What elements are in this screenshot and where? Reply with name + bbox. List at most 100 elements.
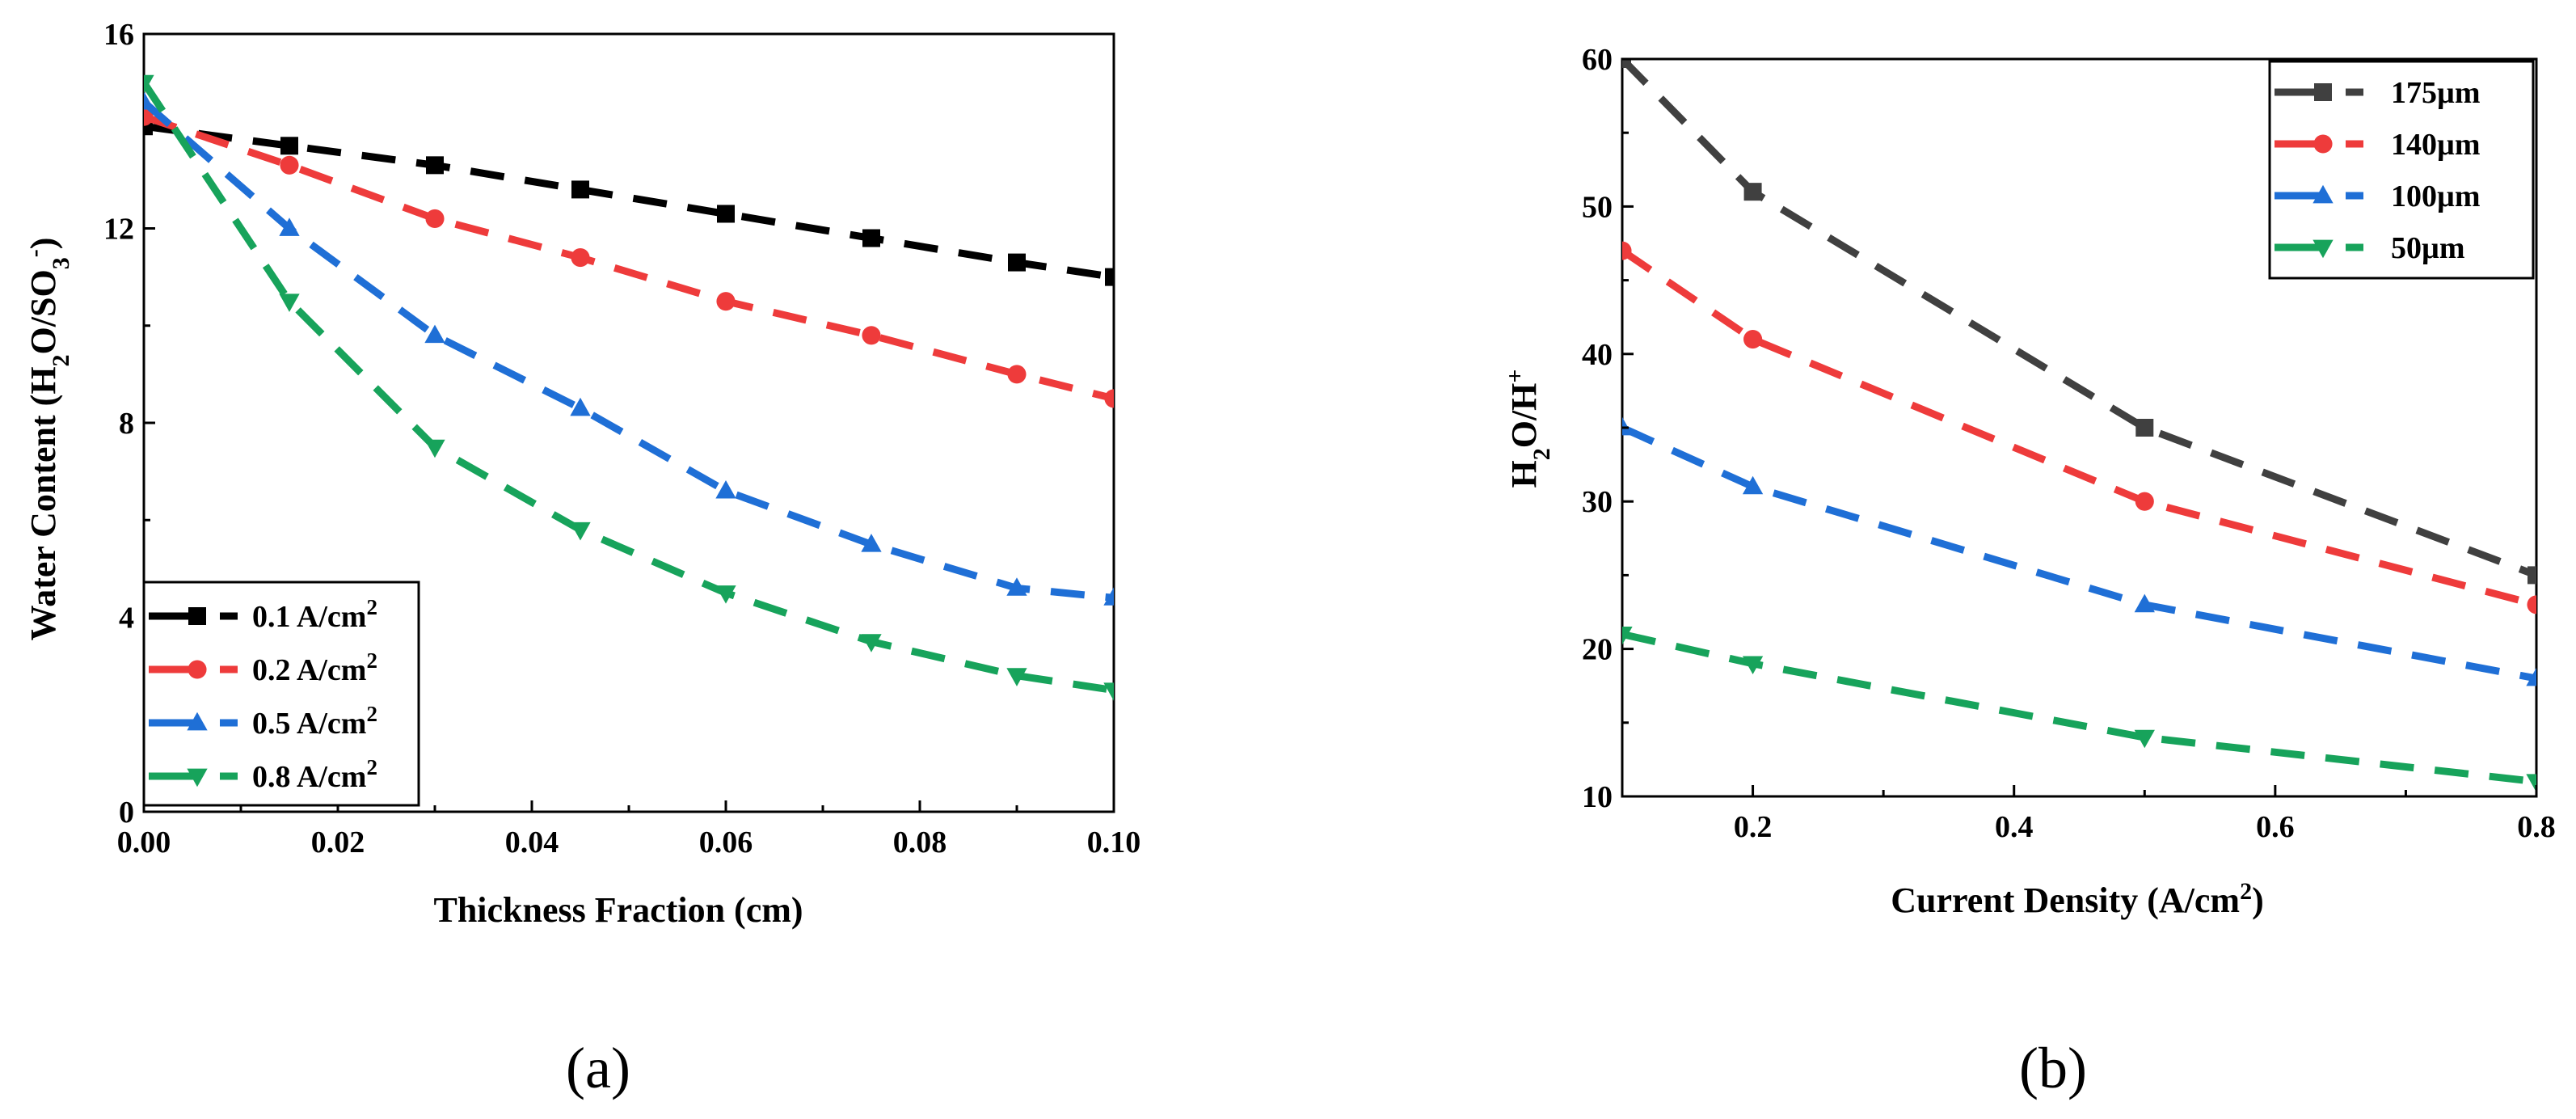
panel-b-y-tick-label: 20 xyxy=(1582,633,1613,667)
panel-a-legend-item: 0.1 A/cm2 xyxy=(149,595,377,634)
panel-a-series-line-1 xyxy=(144,112,1114,403)
panel-a-x-ticks: 0.00 0.02 0.04 0.06 0.08 0.10 xyxy=(117,800,1141,859)
panel-b-series-2 xyxy=(1622,416,2536,686)
panel-a-legend-item: 0.2 A/cm2 xyxy=(149,648,377,687)
panel-a-data-point xyxy=(144,117,153,136)
panel-b-data-point xyxy=(1622,59,1631,68)
panel-a-x-axis-title: Thickness Fraction (cm) xyxy=(433,890,803,930)
panel-b-data-point xyxy=(2526,774,2536,792)
panel-a-legend-item: 0.8 A/cm2 xyxy=(149,755,377,794)
panel-a-series-2 xyxy=(144,91,1114,606)
panel-a-series-line-2 xyxy=(144,99,1114,602)
panel-b-data-point xyxy=(2135,492,2154,511)
panel-a-legend-marker xyxy=(187,768,208,788)
panel-a-x-tick-label: 0.02 xyxy=(311,826,365,859)
panel-b-plot-area xyxy=(1621,57,2538,798)
panel-a-series-1 xyxy=(144,107,1114,408)
panel-a-data-point xyxy=(424,439,445,458)
panel-b-data-point xyxy=(1743,330,1763,349)
panel-a-data-point xyxy=(280,155,299,175)
panel-a-series-line-3 xyxy=(144,80,1114,695)
panel-b-data-point xyxy=(1742,475,1764,495)
panel-b-series-line-1 xyxy=(1622,247,2536,609)
panel-a-data-point xyxy=(426,156,444,175)
panel-b-data-point xyxy=(2134,593,2155,613)
panel-a-legend: 0.1 A/cm2 0.2 A/cm2 0.5 A/cm2 0.8 A/cm2 xyxy=(149,595,377,794)
panel-a-series-line-0 xyxy=(144,122,1114,281)
panel-a-data-point xyxy=(1006,577,1027,596)
panel-a-data-point xyxy=(715,479,736,499)
panel-a-legend-label: 0.1 A/cm2 xyxy=(252,595,377,634)
panel-b-data-point xyxy=(1622,627,1633,645)
panel-a-series-0 xyxy=(144,117,1114,286)
panel-a-x-tick-label: 0.00 xyxy=(117,826,171,859)
panel-a-data-point xyxy=(279,293,300,312)
panel-a-data-point xyxy=(1105,268,1114,286)
panel-b-data-point xyxy=(1622,241,1632,260)
panel-a-y-axis-title: Water Content (H2O/SO3-) xyxy=(21,238,74,641)
panel-a-data-point xyxy=(570,521,591,541)
panel-a-data-point xyxy=(279,217,300,236)
panel-a-data-point xyxy=(1103,587,1114,606)
panel-a-x-tick-label: 0.08 xyxy=(893,826,947,859)
panel-b-y-tick-label: 60 xyxy=(1582,43,1613,77)
panel-a-data-point xyxy=(570,397,591,416)
panel-b-data-point xyxy=(1742,656,1764,675)
panel-a-chart: 0.00 0.02 0.04 0.06 0.08 0.10 0 4 8 12 16 Water C… xyxy=(21,18,1141,1100)
panel-a-data-point xyxy=(1006,668,1027,686)
panel-b-series-1 xyxy=(1622,241,2536,614)
panel-b-data-point xyxy=(2527,595,2536,614)
panel-a-plot-area xyxy=(142,32,1115,813)
panel-b-data-point xyxy=(1743,183,1762,201)
panel-b-data-point xyxy=(2135,419,2154,437)
panel-b-legend-label: 50µm xyxy=(2391,231,2465,265)
panel-a-x-tick-label: 0.10 xyxy=(1087,826,1141,859)
panel-b-x-ticks: 0.2 0.4 0.6 0.8 xyxy=(1734,785,2556,844)
panel-b-legend-label: 100µm xyxy=(2391,179,2481,213)
panel-a-data-point xyxy=(424,324,445,344)
panel-a-data-point xyxy=(1103,682,1114,701)
panel-a-legend-marker xyxy=(188,607,206,625)
panel-a-y-tick-label: 4 xyxy=(119,602,134,636)
panel-a-data-point xyxy=(716,292,736,311)
panel-b-legend-item: 50µm xyxy=(2275,231,2465,265)
panel-a-data-point xyxy=(144,74,154,94)
panel-a-legend-item: 0.5 A/cm2 xyxy=(149,702,377,741)
panel-b-legend-marker xyxy=(2313,134,2333,154)
panel-a-y-ticks: 0 4 8 12 16 xyxy=(103,18,155,830)
panel-b-legend-box xyxy=(2268,60,2535,280)
panel-b-chart: 0.2 0.4 0.6 0.8 10 20 30 40 50 60 H2O/H+ Current… xyxy=(1502,43,2556,1100)
panel-a-data-point xyxy=(1104,389,1114,408)
panel-a-y-tick-label: 0 xyxy=(119,796,134,830)
panel-b-series-line-3 xyxy=(1622,630,2536,786)
panel-a-data-point xyxy=(862,326,881,345)
panel-a-data-point xyxy=(1007,365,1027,384)
panel-b-y-ticks: 10 20 30 40 50 60 xyxy=(1582,43,1634,814)
panel-a-data-point xyxy=(1008,253,1026,272)
panel-b-x-tick-label: 0.6 xyxy=(2256,810,2295,844)
panel-a-data-point xyxy=(861,534,882,552)
panel-a-legend-label: 0.5 A/cm2 xyxy=(252,702,377,741)
panel-b-legend-marker xyxy=(2312,184,2334,204)
panel-b-y-tick-label: 50 xyxy=(1582,190,1613,224)
panel-b-series-3 xyxy=(1622,627,2536,792)
panel-a-data-point xyxy=(571,248,590,268)
panel-a-data-point xyxy=(144,91,154,110)
panel-b-y-tick-label: 30 xyxy=(1582,485,1613,519)
panel-b-y-tick-label: 40 xyxy=(1582,338,1613,372)
panel-a-data-point xyxy=(717,205,735,223)
panel-b-y-tick-label: 10 xyxy=(1582,780,1613,814)
panel-a-data-point xyxy=(571,180,589,199)
panel-b-data-point xyxy=(2528,566,2536,585)
panel-a-data-point xyxy=(280,137,298,155)
panel-b-legend: 175µm 140µm 100µm 50µm xyxy=(2275,76,2481,265)
panel-b-y-axis-title: H2O/H+ xyxy=(1502,369,1555,488)
panel-b-x-tick-label: 0.2 xyxy=(1734,810,1773,844)
panel-b-legend-item: 175µm xyxy=(2275,76,2481,110)
panel-b-x-tick-label: 0.4 xyxy=(1995,810,2034,844)
panel-a-data-point xyxy=(861,634,882,652)
panel-b-legend-marker xyxy=(2314,83,2332,101)
panel-b-x-axis-title: Current Density (A/cm2) xyxy=(1891,878,2263,921)
panel-b-series-line-0 xyxy=(1622,59,2536,579)
